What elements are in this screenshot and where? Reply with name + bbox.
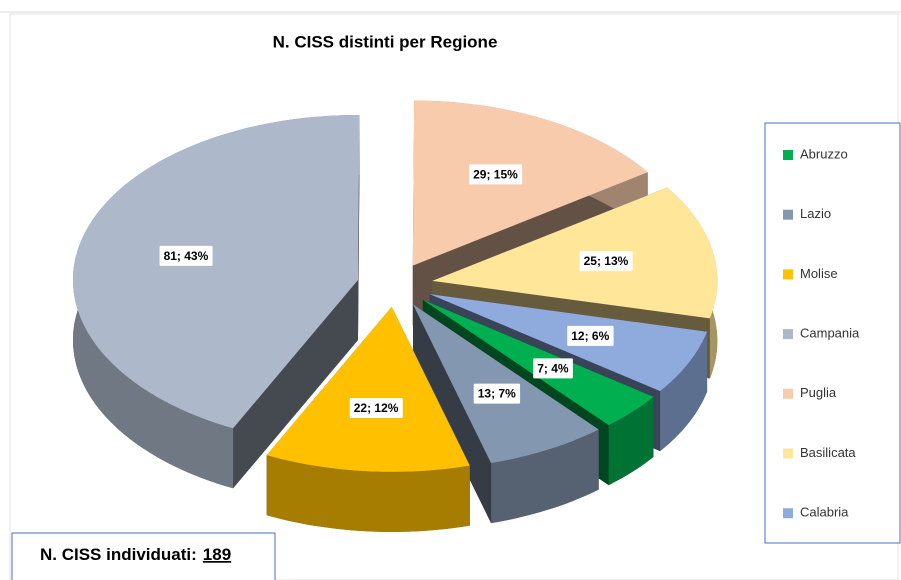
slice-top xyxy=(73,115,360,429)
legend-swatch xyxy=(783,329,793,340)
data-label-text: 22; 12% xyxy=(354,401,399,415)
legend-label: Lazio xyxy=(800,206,831,221)
data-label-bg xyxy=(579,251,633,272)
data-label-bg xyxy=(349,397,403,418)
legend-label: Campania xyxy=(800,326,860,341)
legend-label: Molise xyxy=(800,266,838,281)
total-text: N. CISS individuati: 189 xyxy=(40,545,231,564)
data-label-text: 29; 15% xyxy=(473,167,518,181)
slice-top xyxy=(266,306,470,472)
data-label: 29; 15% xyxy=(469,164,523,185)
legend-label: Abruzzo xyxy=(800,146,848,161)
slice-side xyxy=(266,455,470,532)
chart-title: N. CISS distinti per Regione xyxy=(273,32,498,51)
slice-wall xyxy=(233,280,358,489)
legend-swatch xyxy=(783,448,793,459)
data-label: 7; 4% xyxy=(533,358,573,379)
data-label: 81; 43% xyxy=(159,245,213,266)
data-label-text: 7; 4% xyxy=(537,361,569,375)
data-label: 25; 13% xyxy=(579,251,633,272)
data-label-text: 13; 7% xyxy=(478,387,516,401)
slice-side xyxy=(491,429,599,524)
data-label: 22; 12% xyxy=(349,397,403,418)
slice-wall xyxy=(413,304,492,524)
data-label: 13; 7% xyxy=(473,383,521,404)
legend-swatch xyxy=(783,269,793,280)
legend-label: Basilicata xyxy=(800,445,856,460)
total-label: N. CISS individuati: xyxy=(40,545,197,564)
data-label-bg xyxy=(533,358,573,379)
legend-swatch xyxy=(783,150,793,160)
data-label-bg xyxy=(469,164,523,185)
data-label-text: 81; 43% xyxy=(164,249,209,263)
total-box xyxy=(11,532,276,580)
slice xyxy=(73,115,360,489)
slice-side xyxy=(660,331,708,452)
slice-top xyxy=(432,187,718,319)
data-label-bg xyxy=(567,325,614,346)
slice xyxy=(266,306,470,532)
data-label-bg xyxy=(159,245,213,266)
legend-swatch xyxy=(783,388,793,399)
legend-swatch xyxy=(783,209,793,220)
legend-label: Puglia xyxy=(800,385,837,400)
legend-swatch xyxy=(783,508,793,519)
legend-label: Calabria xyxy=(800,505,849,520)
data-labels: 7; 4% 13; 7% 22; 12% 81; 43% 29; 15% 25; 13% 1… xyxy=(159,164,633,418)
legend: Abruzzo Lazio Molise Campania Puglia Basilica… xyxy=(783,146,860,520)
data-label-text: 25; 13% xyxy=(584,254,629,268)
data-label-text: 12; 6% xyxy=(571,329,609,343)
data-label-bg xyxy=(473,383,521,404)
data-label: 12; 6% xyxy=(567,325,614,346)
total-value: 189 xyxy=(203,545,231,564)
slice-side xyxy=(608,396,654,486)
slice-top xyxy=(412,100,648,266)
